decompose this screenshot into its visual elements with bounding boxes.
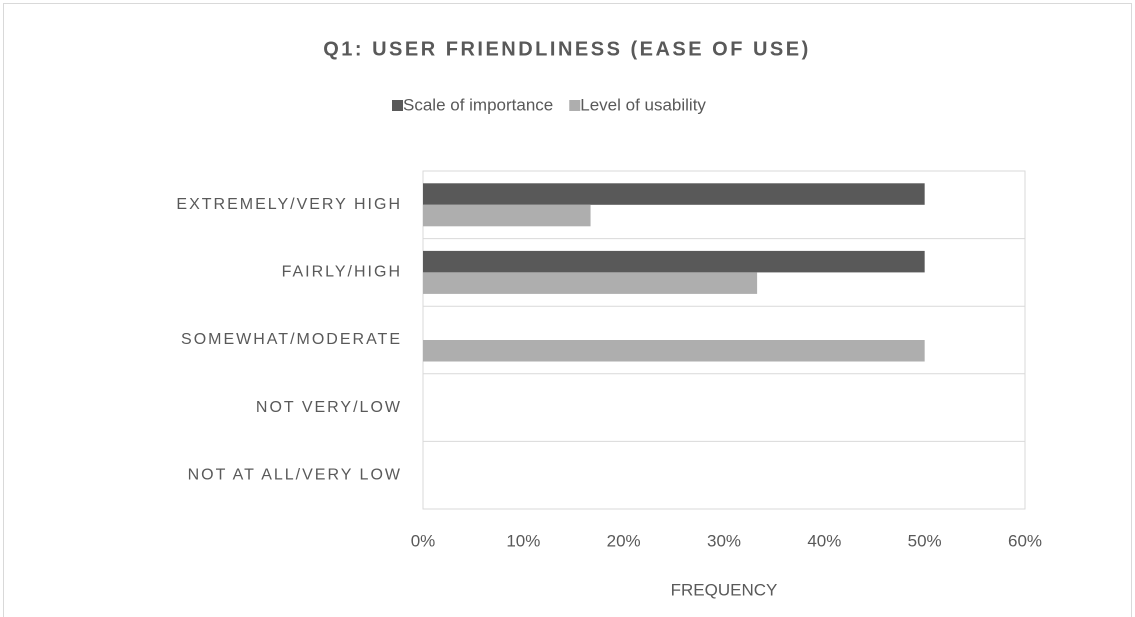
- bar: [423, 250, 925, 273]
- x-tick-label: 60%: [1008, 531, 1042, 550]
- legend-label: Level of usability: [580, 95, 706, 114]
- bar: [423, 204, 591, 227]
- chart-title: Q1: USER FRIENDLINESS (EASE OF USE): [323, 38, 811, 60]
- bar: [423, 272, 758, 294]
- y-tick-label: FAIRLY/HIGH: [282, 264, 402, 281]
- x-tick-label: 0%: [411, 531, 436, 550]
- y-tick-label: NOT AT ALL/VERY LOW: [188, 466, 402, 483]
- x-tick-label: 40%: [807, 531, 841, 550]
- legend-swatch: [569, 100, 581, 111]
- x-tick-label: 30%: [707, 531, 741, 550]
- legend-swatch: [392, 100, 403, 111]
- y-tick-label: SOMEWHAT/MODERATE: [181, 331, 402, 348]
- x-tick-label: 50%: [908, 531, 942, 550]
- x-axis-title: FREQUENCY: [671, 580, 778, 599]
- x-tick-label: 20%: [607, 531, 641, 550]
- bar: [423, 183, 925, 205]
- y-tick-label: NOT VERY/LOW: [256, 399, 402, 416]
- y-tick-label: EXTREMELY/VERY HIGH: [176, 196, 402, 213]
- bar: [423, 340, 925, 362]
- x-tick-label: 10%: [506, 531, 540, 550]
- chart-border: [3, 3, 1132, 617]
- legend-label: Scale of importance: [403, 95, 553, 114]
